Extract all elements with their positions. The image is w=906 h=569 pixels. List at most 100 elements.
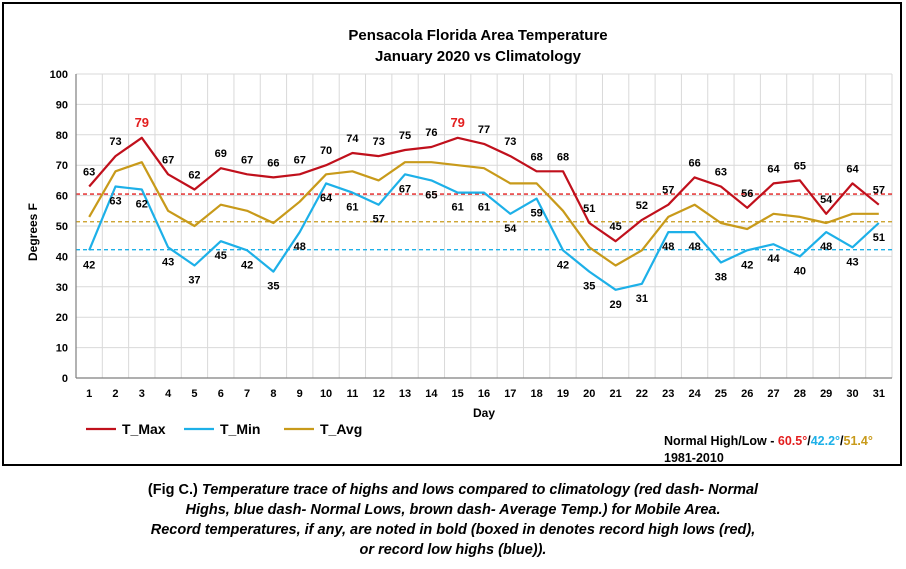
data-label-tmax: 79 — [450, 115, 464, 130]
data-label-tmin: 63 — [109, 195, 121, 207]
x-tick-label: 25 — [715, 388, 727, 400]
x-tick-label: 4 — [165, 388, 172, 400]
series-line-t-max — [88, 136, 880, 243]
x-tick-label: 28 — [794, 388, 806, 400]
data-label-tmax: 66 — [688, 157, 700, 169]
data-label-tmax: 67 — [294, 154, 306, 166]
data-label-tmax: 77 — [478, 124, 490, 136]
x-tick-label: 8 — [270, 388, 276, 400]
data-label-tmax: 73 — [109, 136, 121, 148]
x-tick-label: 14 — [425, 388, 438, 400]
data-label-tmin: 35 — [267, 281, 279, 293]
x-tick-label: 24 — [688, 388, 701, 400]
y-tick-label: 60 — [56, 191, 68, 203]
data-label-tmin: 61 — [346, 202, 358, 214]
data-label-tmax: 52 — [636, 200, 648, 212]
data-label-tmin: 42 — [83, 259, 95, 271]
data-label-tmin: 61 — [452, 202, 464, 214]
data-label-tmin: 61 — [478, 202, 490, 214]
data-label-tmin: 48 — [662, 241, 674, 253]
data-label-tmax: 62 — [188, 170, 200, 182]
normal-high-value: 60.5° — [777, 434, 808, 448]
y-tick-label: 40 — [56, 251, 68, 263]
series-line-t-min — [88, 173, 880, 291]
data-label-tmax: 70 — [320, 145, 332, 157]
grid-lines — [75, 73, 893, 379]
x-tick-label: 20 — [583, 388, 595, 400]
data-label-tmin: 67 — [399, 183, 411, 195]
x-tick-label: 27 — [767, 388, 779, 400]
data-label-tmax: 73 — [373, 136, 385, 148]
x-tick-label: 11 — [347, 388, 359, 400]
data-label-tmin: 54 — [504, 223, 517, 235]
normals-note: Normal High/Low - 60.5°/42.2°/51.4° 1981… — [664, 434, 873, 465]
data-label-tmax: 64 — [846, 163, 859, 175]
normals-sep1: / — [807, 434, 811, 448]
data-label-tmin: 38 — [715, 271, 727, 283]
legend-label: T_Min — [220, 421, 260, 437]
x-tick-label: 23 — [662, 388, 674, 400]
data-label-tmin: 48 — [294, 241, 306, 253]
x-tick-label: 26 — [741, 388, 753, 400]
data-label-tmax: 67 — [241, 154, 253, 166]
x-axis-title: Day — [473, 406, 495, 420]
x-tick-label: 1 — [86, 388, 92, 400]
y-tick-label: 50 — [56, 221, 68, 233]
y-axis-title: Degrees F — [26, 203, 40, 261]
y-tick-label: 30 — [56, 282, 68, 294]
data-label-tmin: 31 — [636, 293, 648, 305]
data-label-tmin: 59 — [531, 208, 543, 220]
data-label-tmin: 42 — [241, 259, 253, 271]
data-label-tmin: 57 — [373, 214, 385, 226]
data-label-tmax: 65 — [794, 160, 806, 172]
y-tick-label: 10 — [56, 343, 68, 355]
data-label-tmax: 57 — [873, 185, 885, 197]
y-tick-label: 80 — [56, 130, 68, 142]
data-label-tmax: 79 — [135, 115, 149, 130]
x-tick-label: 6 — [218, 388, 224, 400]
y-tick-label: 20 — [56, 312, 68, 324]
legend-label: T_Max — [122, 421, 166, 437]
caption-line4: or record low highs (blue)). — [359, 542, 547, 558]
legend: T_Max T_Min T_Avg — [86, 421, 362, 437]
y-tick-label: 70 — [56, 160, 68, 172]
data-label-tmax: 73 — [504, 136, 516, 148]
normal-avg-value: 51.4° — [843, 434, 873, 448]
x-tick-label: 12 — [373, 388, 385, 400]
data-label-tmax: 69 — [215, 148, 227, 160]
chart-title-line1: Pensacola Florida Area Temperature — [348, 27, 607, 44]
normal-low-value: 42.2° — [810, 434, 841, 448]
x-tick-label: 18 — [531, 388, 543, 400]
data-label-tmax: 54 — [820, 194, 833, 206]
data-label-tmin: 44 — [767, 253, 780, 265]
data-label-tmax: 57 — [662, 185, 674, 197]
y-tick-label: 90 — [56, 99, 68, 111]
data-label-tmax: 68 — [557, 151, 569, 163]
caption-line2: Highs, blue dash- Normal Lows, brown das… — [185, 502, 721, 518]
data-labels: 63 73 79 67 62 69 67 66 67 70 74 73 75 76 79 77 73 68 68 51… — [83, 115, 885, 311]
caption-lead: (Fig C.) — [147, 482, 202, 498]
normals-sep2: / — [840, 434, 844, 448]
data-label-tmin: 48 — [688, 241, 700, 253]
caption-line3: Record temperatures, if any, are noted i… — [150, 522, 756, 538]
data-label-tmax: 66 — [267, 157, 279, 169]
x-tick-label: 22 — [636, 388, 648, 400]
x-tick-label: 29 — [820, 388, 832, 400]
data-label-tmax: 45 — [609, 221, 621, 233]
y-tick-label: 0 — [62, 373, 68, 385]
legend-label: T_Avg — [320, 421, 362, 437]
series-line-t-avg — [88, 161, 879, 267]
x-tick-label: 2 — [112, 388, 118, 400]
data-label-tmin: 62 — [136, 199, 148, 211]
data-label-tmax: 67 — [162, 154, 174, 166]
y-tick-label: 100 — [50, 69, 68, 81]
data-label-tmax: 75 — [399, 130, 411, 142]
data-label-tmax: 76 — [425, 127, 437, 139]
x-tick-label: 30 — [846, 388, 858, 400]
figure-caption: (Fig C.) Temperature trace of highs and … — [20, 480, 886, 560]
x-tick-label: 17 — [504, 388, 516, 400]
chart-canvas: Pensacola Florida Area Temperature Janua… — [26, 27, 893, 437]
data-label-tmin: 42 — [741, 259, 753, 271]
x-tick-label: 9 — [297, 388, 303, 400]
data-label-tmin: 42 — [557, 259, 569, 271]
